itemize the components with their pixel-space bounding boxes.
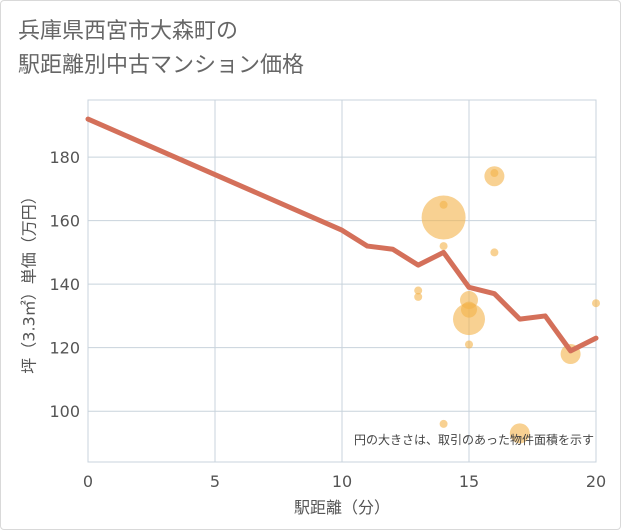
y-axis-title: 坪（3.3㎡）単価（万円） <box>20 188 39 373</box>
y-tick-label: 180 <box>49 148 80 167</box>
y-tick-label: 100 <box>49 402 80 421</box>
x-tick-label: 0 <box>83 472 93 491</box>
bubble-point <box>592 299 600 308</box>
tick-labels: 0 5 10 15 20 100 120 140 160 180 <box>49 148 606 491</box>
average-price-line <box>85 116 599 354</box>
y-tick-label: 140 <box>49 275 80 294</box>
bubble-point <box>465 340 473 349</box>
bubble-point <box>509 423 530 444</box>
bubble-point <box>453 303 485 336</box>
y-tick-label: 160 <box>49 212 80 231</box>
chart-title: 兵庫県西宮市大森町の 駅距離別中古マンション価格 <box>18 15 304 83</box>
bubble-point <box>439 242 448 251</box>
x-axis-title: 駅距離（分） <box>294 498 390 517</box>
x-tick-label: 20 <box>586 472 606 491</box>
bubble-point <box>414 286 423 295</box>
x-tick-label: 10 <box>332 472 352 491</box>
chart-title-line-2: 駅距離別中古マンション価格 <box>18 53 305 78</box>
bubble-point <box>421 195 466 240</box>
line-series <box>85 116 599 354</box>
bubble-point <box>490 248 499 257</box>
bubble-series <box>414 166 600 444</box>
plot-area <box>87 99 597 463</box>
x-tick-label: 15 <box>459 472 479 491</box>
bubble-point <box>484 166 505 187</box>
y-tick-label: 120 <box>49 339 80 358</box>
x-tick-label: 5 <box>210 472 220 491</box>
bubble-point <box>439 419 448 428</box>
chart-title-line-1: 兵庫県西宮市大森町の <box>18 19 239 44</box>
bubble-point <box>414 292 423 301</box>
size-annotation: 円の大きさは、取引のあった物件面積を示す <box>354 432 594 447</box>
